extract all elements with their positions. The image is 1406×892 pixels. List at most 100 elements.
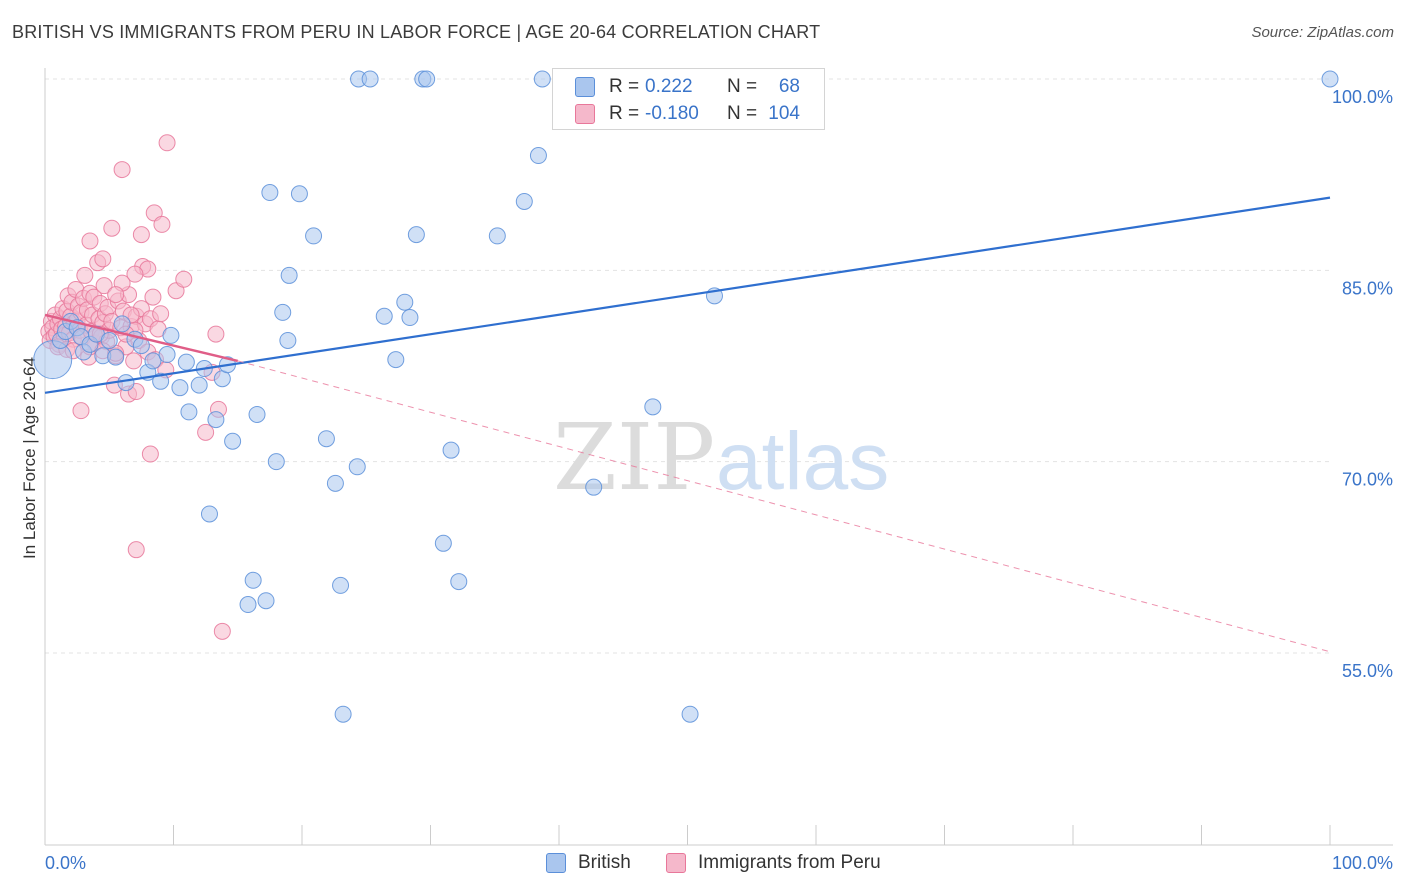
peru-point [132, 226, 150, 244]
british-point [207, 411, 225, 429]
british-point [418, 70, 436, 88]
british-point [248, 405, 266, 423]
peru-point [94, 250, 112, 268]
stats-n-label: N = [727, 103, 758, 124]
british-point [529, 147, 547, 165]
british-point [332, 576, 350, 594]
british-point [396, 293, 414, 311]
peru-point [197, 423, 215, 441]
peru-point [95, 277, 113, 295]
stats-row-peru: R = -0.180 N = 104 [553, 100, 824, 128]
y-tick-label: 55.0% [1342, 661, 1393, 681]
peru-point [152, 305, 170, 323]
stats-legend-box: R = 0.222 N = 68 R = -0.180 N = 104 [552, 68, 825, 130]
british-point [585, 478, 603, 496]
british-point [239, 596, 257, 614]
peru-point [144, 288, 162, 306]
british-point [442, 441, 460, 459]
legend-label-british: British [578, 852, 631, 873]
peru-point [213, 622, 231, 640]
legend-label-peru: Immigrants from Peru [698, 852, 881, 873]
legend-item-peru[interactable]: Immigrants from Peru [666, 852, 881, 874]
british-point [162, 326, 180, 344]
peru-point [125, 352, 143, 370]
british-point [180, 403, 198, 421]
peru-point [72, 402, 90, 420]
british-point [100, 331, 118, 349]
watermark-atlas: atlas [716, 416, 889, 507]
british-point [107, 348, 125, 366]
british-point [274, 303, 292, 321]
british-point [1321, 70, 1339, 88]
british-point [190, 376, 208, 394]
british-point [200, 505, 218, 523]
british-point [515, 192, 533, 210]
british-point [681, 705, 699, 723]
british-point [434, 534, 452, 552]
british-point [144, 352, 162, 370]
british-point [326, 474, 344, 492]
peru-point [76, 266, 94, 284]
british-point [317, 430, 335, 448]
peru-point [107, 286, 125, 304]
peru-point [175, 270, 193, 288]
stats-n-label: N = [727, 76, 758, 97]
british-point [644, 398, 662, 416]
british-legend-icon [546, 853, 566, 873]
watermark-zip: ZIP [553, 404, 715, 511]
peru-legend-icon [666, 853, 686, 873]
y-tick-label: 85.0% [1342, 278, 1393, 298]
peru-point [127, 541, 145, 559]
british-point [244, 571, 262, 589]
peru-point [207, 325, 225, 343]
chart-title: BRITISH VS IMMIGRANTS FROM PERU IN LABOR… [12, 22, 821, 42]
peru-point [158, 134, 176, 152]
peru-point [141, 445, 159, 463]
british-point [348, 458, 366, 476]
peru-swatch-icon [575, 104, 595, 124]
y-tick-label: 100.0% [1332, 87, 1393, 107]
british-point [305, 227, 323, 245]
british-point [117, 374, 135, 392]
stats-n-value: 104 [768, 103, 800, 124]
british-point [224, 432, 242, 450]
stats-r-label: R = [609, 103, 640, 124]
british-point [375, 307, 393, 325]
british-point [280, 266, 298, 284]
british-point [257, 592, 275, 610]
british-point [407, 226, 425, 244]
x-tick-label: 100.0% [1332, 853, 1393, 873]
stats-r-value: 0.222 [645, 76, 693, 97]
peru-point [103, 219, 121, 237]
stats-r-label: R = [609, 76, 640, 97]
british-point [290, 185, 308, 203]
british-point [158, 346, 176, 364]
british-point [334, 705, 352, 723]
y-tick-label: 70.0% [1342, 470, 1393, 490]
british-point [387, 351, 405, 369]
british-point [171, 379, 189, 397]
peru-point [153, 215, 171, 233]
british-point [533, 70, 551, 88]
peru-point [81, 232, 99, 250]
british-point [261, 184, 279, 202]
stats-r-value: -0.180 [645, 103, 699, 124]
british-point [488, 227, 506, 245]
british-point [361, 70, 379, 88]
x-tick-label: 0.0% [45, 853, 86, 873]
legend-item-british[interactable]: British [546, 852, 631, 874]
peru-point [126, 265, 144, 283]
british-trend-line [44, 196, 1331, 394]
british-point [401, 309, 419, 327]
british-swatch-icon [575, 77, 595, 97]
series-legend: British Immigrants from Peru [0, 852, 1406, 878]
british-point [279, 331, 297, 349]
peru-trend-extension [237, 360, 1331, 653]
british-point [177, 353, 195, 371]
peru-trend-line [44, 313, 239, 363]
stats-n-value: 68 [778, 76, 800, 97]
watermark: ZIP atlas [553, 404, 889, 511]
british-point [152, 372, 170, 390]
stats-row-british: R = 0.222 N = 68 [553, 73, 824, 101]
